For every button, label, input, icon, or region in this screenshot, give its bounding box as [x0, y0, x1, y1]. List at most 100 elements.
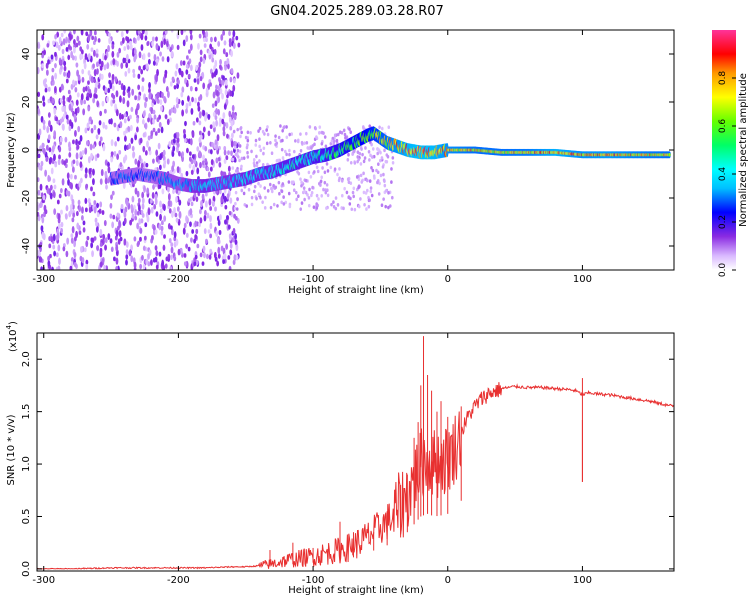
noise-speck: [204, 200, 208, 208]
noise-speck: [130, 255, 134, 263]
noise-speck: [226, 57, 230, 64]
noise-speck: [196, 167, 200, 175]
noise-speck: [136, 117, 139, 124]
snr-y-tick-label: 0.5: [21, 509, 32, 525]
colorbar-tick-label: 0.8: [718, 71, 728, 86]
noise-speck: [162, 264, 166, 270]
noise-speck: [185, 55, 189, 60]
ridge-halo-speck: [336, 203, 340, 207]
noise-speck: [60, 221, 64, 228]
ridge-halo-speck: [288, 204, 292, 209]
noise-speck: [65, 47, 69, 52]
noise-speck: [201, 193, 205, 200]
noise-speck: [185, 170, 189, 177]
noise-speck: [203, 252, 206, 259]
noise-speck: [92, 63, 96, 69]
noise-speck: [224, 219, 227, 225]
noise-speck: [142, 30, 145, 35]
ridge-halo-speck: [231, 166, 235, 170]
noise-speck: [134, 95, 138, 101]
noise-speck: [232, 204, 236, 213]
ridge-halo-speck: [320, 141, 324, 146]
noise-speck: [74, 236, 77, 242]
ridge-halo-speck: [384, 189, 388, 193]
noise-speck: [163, 159, 167, 166]
snr-y-axis-label: SNR (10 * v/v): [6, 414, 17, 485]
noise-speck: [104, 54, 107, 61]
ridge-halo-speck: [240, 156, 244, 161]
ridge-halo-speck: [384, 204, 387, 209]
noise-speck: [75, 210, 79, 217]
colorbar-gradient: [712, 30, 736, 270]
noise-speck: [69, 34, 72, 41]
noise-speck: [203, 214, 207, 222]
noise-speck: [176, 131, 180, 139]
noise-speck: [134, 187, 138, 195]
noise-speck: [160, 230, 164, 236]
noise-speck: [140, 162, 144, 170]
noise-speck: [156, 98, 160, 104]
ridge-halo-speck: [323, 135, 327, 139]
noise-speck: [115, 229, 119, 237]
ridge-halo-speck: [370, 193, 374, 198]
noise-speck: [204, 146, 208, 152]
noise-speck: [183, 133, 187, 140]
ridge-halo-speck: [307, 170, 311, 175]
noise-speck: [42, 95, 45, 102]
noise-speck: [54, 62, 57, 69]
noise-speck: [94, 82, 98, 89]
chart-title: GN04.2025.289.03.28.R07: [270, 4, 444, 19]
noise-speck: [90, 76, 94, 84]
noise-speck: [233, 114, 237, 121]
noise-speck: [196, 146, 200, 152]
noise-speck: [202, 82, 206, 90]
ridge-halo-speck: [239, 127, 242, 131]
noise-speck: [204, 114, 207, 122]
colorbar-tick-label: 0.0: [718, 263, 728, 278]
noise-speck: [157, 142, 161, 150]
ridge-halo-speck: [292, 149, 296, 154]
ridge-halo-speck: [255, 163, 259, 168]
ridge-halo-speck: [245, 145, 249, 150]
noise-speck: [58, 145, 62, 153]
ridge-halo-speck: [371, 147, 375, 151]
noise-speck: [52, 233, 56, 242]
ridge-halo-speck: [234, 201, 237, 206]
noise-speck: [46, 187, 50, 194]
ridge-halo-speck: [357, 157, 360, 162]
ridge-halo-speck: [262, 146, 266, 151]
noise-speck: [205, 87, 209, 94]
ridge-halo-speck: [296, 139, 300, 144]
noise-speck: [209, 233, 213, 239]
noise-speck: [69, 265, 73, 270]
ridge-halo-speck: [359, 173, 363, 178]
noise-speck: [75, 138, 78, 146]
ridge-halo-speck: [343, 132, 347, 137]
noise-speck: [222, 30, 226, 36]
noise-speck: [52, 244, 56, 250]
ridge-halo-speck: [336, 132, 340, 137]
noise-speck: [215, 157, 219, 164]
noise-speck: [63, 160, 67, 166]
ridge-halo-speck: [292, 180, 295, 184]
ridge-halo-speck: [351, 190, 355, 195]
noise-speck: [132, 73, 136, 78]
noise-speck: [142, 245, 146, 251]
ridge-halo-speck: [250, 202, 254, 207]
spectrogram-x-tick-label: -300: [32, 274, 55, 285]
noise-speck: [235, 254, 239, 261]
noise-speck: [56, 199, 60, 205]
ridge-halo-speck: [236, 169, 239, 173]
noise-speck: [53, 184, 57, 190]
noise-speck: [37, 162, 40, 168]
ridge-halo-speck: [377, 162, 380, 167]
noise-speck: [164, 30, 168, 35]
noise-speck: [70, 233, 74, 239]
noise-speck: [97, 128, 101, 134]
ridge-halo-speck: [277, 135, 281, 140]
noise-speck: [148, 81, 151, 89]
noise-speck: [200, 200, 203, 208]
noise-speck: [107, 233, 111, 241]
noise-speck: [185, 215, 188, 223]
